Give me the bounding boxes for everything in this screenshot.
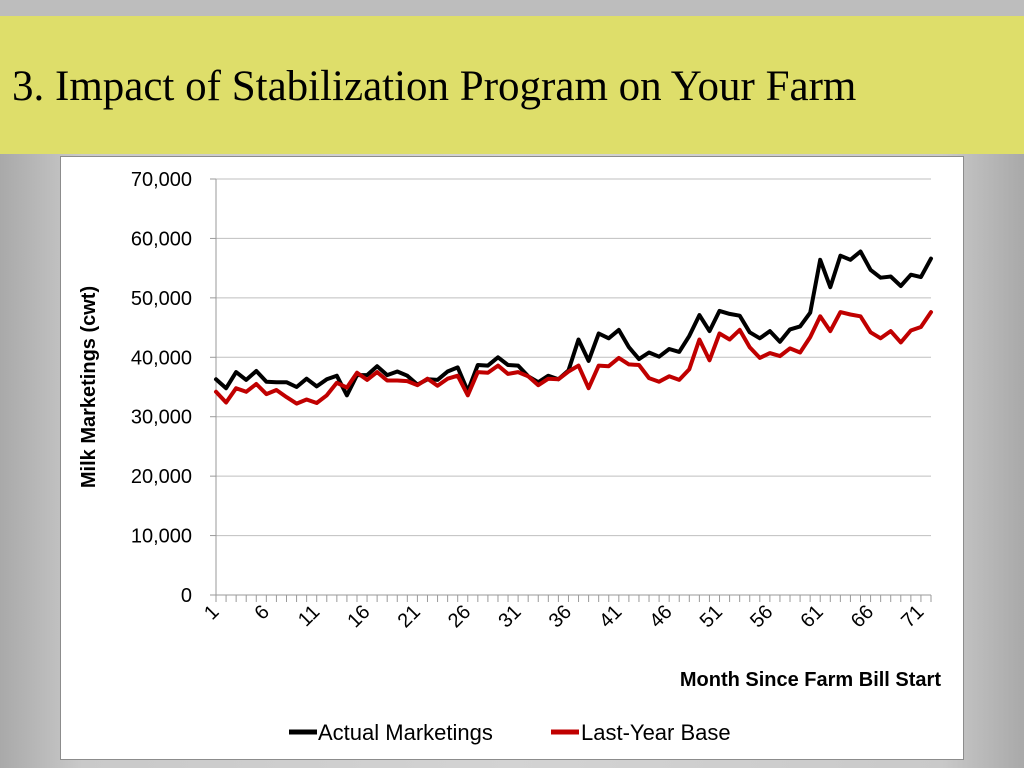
grid-layer [216, 178, 931, 537]
y-tick-label: 0 [181, 585, 192, 607]
y-tick-label: 40,000 [131, 347, 192, 369]
x-tick-label: 66 [847, 601, 878, 632]
y-tick-label: 60,000 [131, 228, 192, 250]
x-tick-label: 16 [343, 601, 374, 632]
series-line-base [214, 310, 933, 406]
x-axis-title: Month Since Farm Bill Start [680, 669, 941, 691]
x-tick-label: 56 [746, 601, 777, 632]
title-band [0, 16, 1024, 154]
x-tick-label: 51 [696, 601, 727, 632]
x-tick-label: 46 [645, 601, 676, 632]
slide-title: 3. Impact of Stabilization Program on Yo… [12, 63, 857, 110]
axis-layer [210, 178, 932, 602]
line-chart: 0 10,000 20,000 30,000 40,000 50,000 60,000 70,… [78, 169, 941, 745]
x-tick-label: 21 [394, 601, 425, 632]
y-tick-label: 10,000 [131, 526, 192, 548]
x-tick-label: 36 [545, 601, 576, 632]
y-tick-label: 70,000 [131, 169, 192, 191]
y-tick-label: 30,000 [131, 407, 192, 429]
x-tick-label: 61 [796, 601, 827, 632]
x-tick-label: 26 [444, 601, 475, 632]
legend-label-base: Last-Year Base [581, 720, 731, 745]
legend-label-actual: Actual Marketings [318, 720, 493, 745]
y-tick-label: 50,000 [131, 288, 192, 310]
x-tick-label: 6 [250, 601, 273, 624]
top-strip [0, 0, 1024, 16]
x-tick-label: 71 [897, 601, 928, 632]
legend: Actual Marketings Last-Year Base [289, 720, 731, 745]
x-tick-label: 1 [200, 601, 223, 624]
series-layer [214, 249, 933, 406]
y-axis-title: Milk Marketings (cwt) [78, 286, 100, 488]
series-line-actual [214, 249, 933, 398]
y-tick-label: 20,000 [131, 466, 192, 488]
x-tick-label: 31 [494, 601, 525, 632]
x-tick-label: 41 [595, 601, 626, 632]
x-tick-label: 11 [294, 601, 324, 631]
chart-card: 0 10,000 20,000 30,000 40,000 50,000 60,000 70,… [60, 156, 964, 760]
